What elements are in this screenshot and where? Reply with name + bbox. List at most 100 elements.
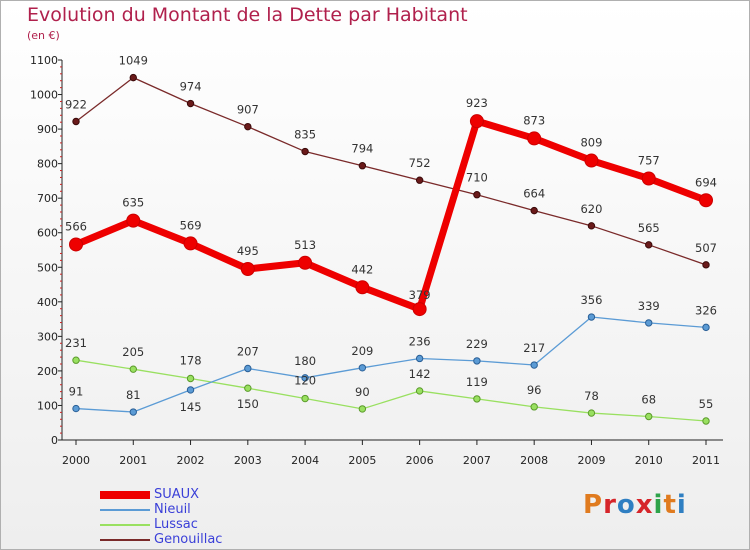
data-label-nieuil: 207: [237, 344, 259, 358]
logo-letter: i: [676, 490, 687, 520]
data-label-suaux: 442: [351, 262, 373, 276]
logo-letter: x: [635, 490, 654, 520]
y-tick-label: 200: [37, 365, 58, 378]
data-point-nieuil: [702, 323, 710, 332]
data-label-nieuil: 209: [351, 344, 373, 358]
legend-swatch-lussac: [100, 523, 150, 526]
data-point-genouillac: [702, 261, 710, 269]
legend-label-lussac: Lussac: [154, 517, 198, 532]
data-label-genouillac: 907: [237, 103, 259, 117]
data-label-genouillac: 565: [638, 221, 660, 235]
data-point-suaux: [69, 237, 83, 252]
x-tick-label: 2000: [62, 454, 90, 467]
legend-swatch-genouillac: [100, 538, 150, 541]
x-tick-label: 2004: [291, 454, 319, 467]
legend-label-suaux: SUAUX: [154, 487, 200, 502]
data-label-genouillac: 974: [180, 80, 202, 94]
data-point-suaux: [641, 171, 656, 186]
data-point-genouillac: [301, 147, 309, 156]
logo-letter: t: [663, 490, 677, 520]
data-point-suaux: [412, 302, 427, 317]
legend-label-nieuil: Nieuil: [154, 502, 191, 517]
data-label-lussac: 178: [180, 354, 202, 368]
data-label-suaux: 923: [466, 96, 488, 110]
data-point-nieuil: [473, 357, 481, 365]
data-point-nieuil: [358, 364, 367, 372]
data-point-lussac: [645, 412, 653, 421]
x-tick-label: 2005: [348, 454, 376, 467]
series-line-nieuil: [75, 316, 707, 413]
data-label-genouillac: 507: [695, 241, 717, 255]
data-label-nieuil: 217: [523, 341, 545, 355]
data-label-nieuil: 145: [180, 400, 202, 414]
data-point-nieuil: [301, 374, 309, 382]
y-tick-label: 500: [37, 261, 58, 274]
data-label-lussac: 96: [527, 383, 542, 397]
y-tick-label: 600: [37, 227, 58, 240]
y-tick-label: 1100: [30, 54, 58, 67]
data-point-genouillac: [473, 191, 481, 199]
data-point-nieuil: [244, 364, 252, 373]
data-label-genouillac: 794: [351, 142, 373, 156]
data-point-lussac: [587, 409, 596, 417]
chart-title: Evolution du Montant de la Dette par Hab…: [27, 4, 468, 26]
data-point-genouillac: [186, 99, 195, 108]
data-point-genouillac: [530, 206, 538, 215]
y-tick-label: 300: [37, 330, 58, 343]
data-label-lussac: 119: [466, 375, 488, 389]
data-point-lussac: [530, 403, 538, 411]
data-point-suaux: [699, 193, 713, 208]
data-label-lussac: 120: [294, 374, 316, 388]
data-label-suaux: 873: [523, 113, 545, 127]
data-label-nieuil: 180: [294, 354, 316, 368]
data-point-nieuil: [415, 354, 424, 363]
y-tick-label: 800: [37, 158, 58, 171]
data-point-lussac: [358, 405, 367, 413]
data-label-genouillac: 835: [294, 128, 316, 142]
data-label-genouillac: 710: [466, 171, 488, 185]
data-label-nieuil: 339: [638, 299, 660, 313]
data-label-lussac: 150: [237, 397, 259, 411]
y-tick-label: 0: [51, 434, 58, 447]
data-label-suaux: 495: [237, 244, 259, 258]
x-tick-label: 2007: [463, 454, 491, 467]
data-label-genouillac: 752: [409, 156, 431, 170]
data-label-genouillac: 664: [523, 187, 545, 201]
data-point-genouillac: [72, 117, 80, 126]
data-point-lussac: [72, 356, 80, 364]
data-label-suaux: 757: [638, 153, 660, 167]
legend-swatch-nieuil: [100, 508, 150, 511]
x-tick-label: 2003: [234, 454, 262, 467]
data-label-lussac: 205: [122, 345, 144, 359]
x-tick-label: 2010: [635, 454, 663, 467]
data-point-suaux: [240, 262, 255, 276]
series-line-suaux: [72, 117, 710, 313]
y-tick-label: 400: [37, 296, 58, 309]
logo-letter: o: [616, 490, 636, 520]
data-label-suaux: 809: [580, 136, 602, 150]
proxiti-logo: Proxiti: [583, 490, 687, 520]
data-label-suaux: 513: [294, 238, 316, 252]
data-point-suaux: [298, 255, 313, 270]
data-label-nieuil: 91: [69, 385, 84, 399]
data-point-genouillac: [244, 122, 252, 131]
legend-swatch-suaux: [100, 490, 150, 499]
data-label-nieuil: 229: [466, 337, 488, 351]
data-point-suaux: [469, 114, 484, 129]
data-point-lussac: [129, 365, 137, 373]
data-point-genouillac: [129, 73, 137, 82]
chart-subtitle: (en €): [27, 29, 60, 42]
series-line-genouillac: [75, 76, 707, 266]
data-point-nieuil: [129, 408, 137, 416]
data-point-genouillac: [415, 176, 424, 184]
logo-letter: i: [653, 490, 664, 520]
data-label-lussac: 231: [65, 336, 87, 350]
data-point-lussac: [473, 395, 481, 403]
data-label-genouillac: 922: [65, 97, 87, 111]
legend-label-genouillac: Genouillac: [154, 532, 223, 547]
series-line-lussac: [75, 359, 707, 422]
data-label-lussac: 142: [409, 367, 431, 381]
data-point-lussac: [301, 394, 309, 403]
